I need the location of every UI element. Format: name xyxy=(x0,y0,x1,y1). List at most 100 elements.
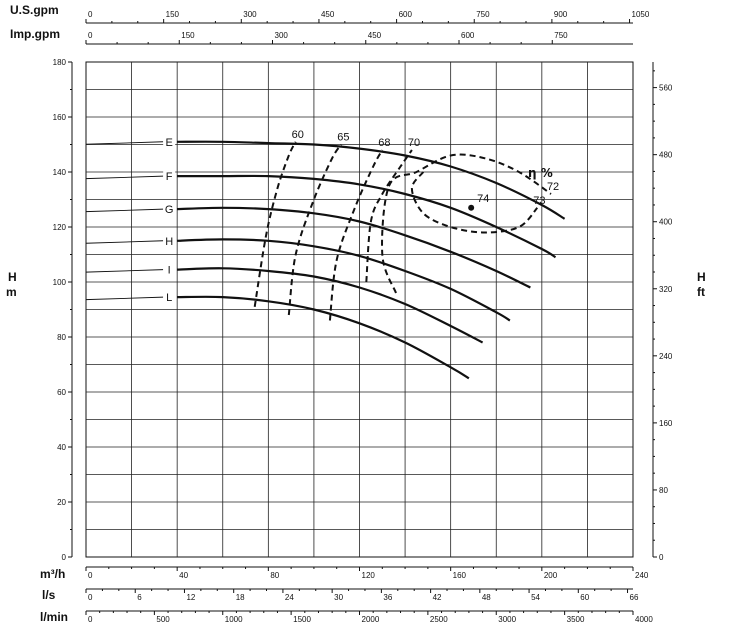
tick-label-ls: 18 xyxy=(236,593,245,602)
axis-label-h-left: H xyxy=(8,270,17,284)
tick-label-m3h: 40 xyxy=(179,571,188,580)
best-efficiency-label: 74 xyxy=(477,193,489,205)
tick-label-lmin: 2000 xyxy=(362,615,380,624)
tick-label-m3h: 80 xyxy=(270,571,279,580)
tick-label-h-m: 140 xyxy=(53,168,67,177)
tick-label-usgpm: 300 xyxy=(243,10,257,19)
tick-label-impgpm: 300 xyxy=(275,31,289,40)
best-efficiency-point xyxy=(468,204,475,211)
head-curve-L xyxy=(177,295,470,380)
efficiency-contour-73 xyxy=(410,171,539,234)
tick-label-lmin: 0 xyxy=(88,615,93,624)
tick-label-impgpm: 750 xyxy=(554,31,568,40)
tick-label-lmin: 3500 xyxy=(567,615,585,624)
tick-label-usgpm: 900 xyxy=(554,10,568,19)
curve-label-F: F xyxy=(166,171,173,183)
tick-label-lmin: 500 xyxy=(156,615,170,624)
axis-label-lmin: l/min xyxy=(40,610,68,624)
tick-label-usgpm: 450 xyxy=(321,10,335,19)
leader-line-F xyxy=(85,175,164,180)
efficiency-contour-label: 73 xyxy=(533,195,545,207)
axis-label-impgpm: Imp.gpm xyxy=(10,27,60,41)
axis-label-h-right: H xyxy=(697,270,706,284)
tick-label-h-ft: 0 xyxy=(659,553,664,562)
head-curve-H xyxy=(177,238,511,322)
tick-label-h-ft: 400 xyxy=(659,218,673,227)
efficiency-contour-60 xyxy=(253,141,297,307)
tick-label-lmin: 3000 xyxy=(498,615,516,624)
curve-label-bg xyxy=(163,169,176,183)
tick-label-ls: 30 xyxy=(334,593,343,602)
tick-label-h-m: 60 xyxy=(57,388,66,397)
leader-line-H xyxy=(85,240,164,244)
tick-label-usgpm: 600 xyxy=(399,10,413,19)
tick-label-usgpm: 1050 xyxy=(632,10,650,19)
tick-label-ls: 42 xyxy=(433,593,442,602)
tick-label-usgpm: 750 xyxy=(476,10,490,19)
tick-label-h-ft: 80 xyxy=(659,486,668,495)
efficiency-contour-70 xyxy=(365,149,413,283)
tick-label-ls: 54 xyxy=(531,593,540,602)
tick-label-h-m: 180 xyxy=(53,58,67,67)
tick-label-h-m: 100 xyxy=(53,278,67,287)
grid-layer xyxy=(85,61,634,558)
curve-label-L: L xyxy=(166,292,172,304)
tick-label-h-m: 20 xyxy=(57,498,66,507)
axis-label-usgpm: U.S.gpm xyxy=(10,3,59,17)
efficiency-label: η % xyxy=(528,166,553,180)
efficiency-contour-label: 72 xyxy=(547,181,559,193)
tick-label-ls: 66 xyxy=(630,593,639,602)
efficiency-contour-label: 60 xyxy=(292,129,304,141)
tick-label-usgpm: 150 xyxy=(166,10,180,19)
tick-label-h-ft: 160 xyxy=(659,419,673,428)
curve-label-E: E xyxy=(165,137,172,149)
tick-label-m3h: 0 xyxy=(88,571,93,580)
leader-line-I xyxy=(85,269,164,273)
head-curve-F xyxy=(177,174,557,259)
axis-label-ls: l/s xyxy=(42,588,56,602)
tick-label-h-ft: 560 xyxy=(659,84,673,93)
tick-label-h-ft: 240 xyxy=(659,352,673,361)
tick-label-ls: 0 xyxy=(88,593,93,602)
tick-label-m3h: 200 xyxy=(544,571,558,580)
tick-label-h-m: 120 xyxy=(53,223,67,232)
tick-label-m3h: 120 xyxy=(362,571,376,580)
tick-label-lmin: 2500 xyxy=(430,615,448,624)
curves-layer xyxy=(85,140,566,380)
tick-label-h-m: 0 xyxy=(62,553,67,562)
tick-label-h-m: 40 xyxy=(57,443,66,452)
tick-label-h-m: 160 xyxy=(53,113,67,122)
tick-label-ls: 36 xyxy=(383,593,392,602)
tick-label-ls: 48 xyxy=(482,593,491,602)
leader-line-L xyxy=(85,296,164,301)
tick-label-ls: 24 xyxy=(285,593,294,602)
axis-unit-m: m xyxy=(6,285,17,299)
tick-label-impgpm: 450 xyxy=(368,31,382,40)
tick-label-lmin: 4000 xyxy=(635,615,653,624)
tick-label-lmin: 1000 xyxy=(225,615,243,624)
head-curve-E xyxy=(177,140,566,220)
tick-label-ls: 60 xyxy=(580,593,589,602)
efficiency-contour-label: 70 xyxy=(408,137,420,149)
ticks-layer: 0204060801001201401601800801602403204004… xyxy=(53,10,673,624)
curve-label-bg xyxy=(163,134,176,148)
tick-label-h-m: 80 xyxy=(57,333,66,342)
curve-label-bg xyxy=(163,262,176,276)
efficiency-contour-label: 68 xyxy=(378,137,390,149)
efficiency-contour-68 xyxy=(328,149,384,321)
curve-label-bg xyxy=(163,290,176,304)
leader-line-E xyxy=(85,141,164,145)
tick-label-impgpm: 150 xyxy=(181,31,195,40)
tick-label-ls: 12 xyxy=(186,593,195,602)
head-curve-G xyxy=(177,206,531,289)
efficiency-contour-label: 65 xyxy=(337,132,349,144)
tick-label-lmin: 1500 xyxy=(293,615,311,624)
tick-label-m3h: 240 xyxy=(635,571,649,580)
curve-label-G: G xyxy=(165,204,174,216)
tick-label-h-ft: 480 xyxy=(659,151,673,160)
curve-label-bg xyxy=(163,233,176,247)
curve-label-I: I xyxy=(168,265,171,277)
tick-label-usgpm: 0 xyxy=(88,10,93,19)
